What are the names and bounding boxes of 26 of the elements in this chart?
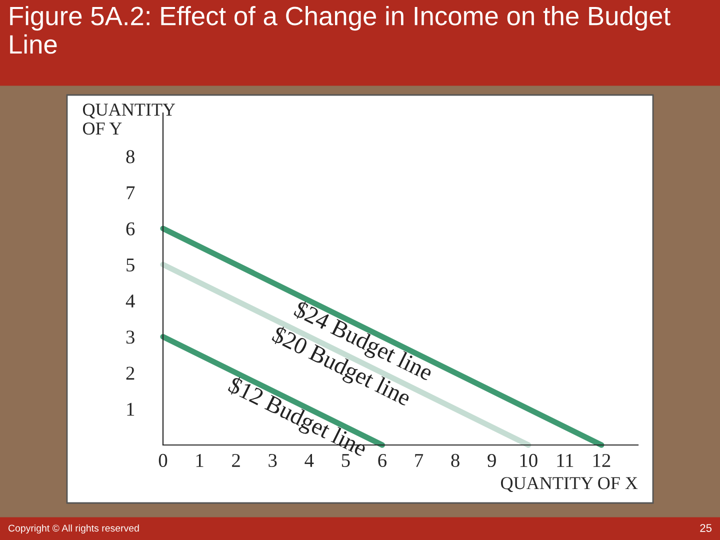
y-axis-title: QUANTITY OF Y <box>82 104 176 135</box>
x-tick-label: 11 <box>557 454 574 467</box>
chart-title: Figure 5A.2: Effect of a Change in Income on the Budget Line <box>10 6 670 54</box>
text: Copyright © All rights reserved <box>8 524 139 534</box>
y-tick-label: 1 <box>127 402 134 416</box>
x-axis-title: QUANTITY OF X <box>501 477 638 492</box>
y-tick-label: 5 <box>126 258 134 272</box>
y-tick-label: 8 <box>126 150 134 164</box>
x-tick-label: 0 <box>158 454 168 468</box>
x-tick-label: 4 <box>304 454 314 467</box>
x-tick-label: 6 <box>378 454 387 468</box>
x-tick-label: 1 <box>196 454 204 467</box>
y-tick-label: 7 <box>126 186 135 200</box>
y-tick-label: 4 <box>126 294 135 308</box>
y-tick-label: 6 <box>126 222 135 236</box>
x-tick-label: 12 <box>593 454 610 467</box>
x-tick-label: 10 <box>520 454 538 468</box>
text: 25 <box>700 524 712 532</box>
x-tick-label: 8 <box>451 454 460 468</box>
x-tick-label: 5 <box>342 454 350 468</box>
x-tick-label: 3 <box>268 454 277 468</box>
y-tick-label: 3 <box>126 330 134 344</box>
x-tick-label: 7 <box>415 454 424 467</box>
y-tick-label: 2 <box>126 366 134 380</box>
x-tick-label: 2 <box>232 454 240 467</box>
x-tick-label: 9 <box>488 454 496 468</box>
